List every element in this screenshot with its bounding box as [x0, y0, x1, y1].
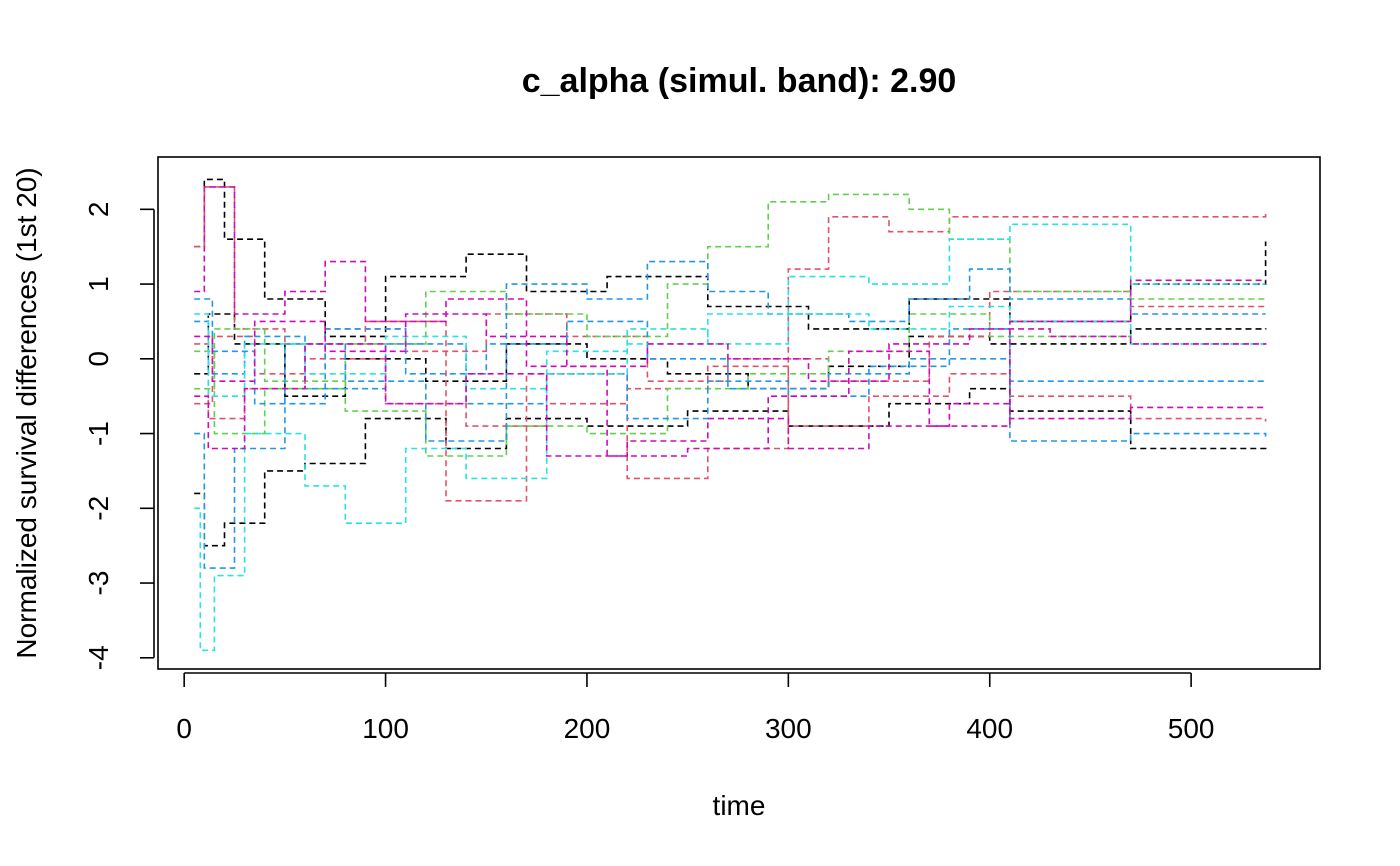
- series-line-9: [194, 260, 1266, 569]
- y-tick-label: -4: [83, 645, 114, 670]
- series-line-6: [194, 290, 1266, 405]
- x-axis-label: time: [713, 790, 766, 821]
- series-line-11: [194, 298, 1266, 405]
- series-line-10: [194, 320, 1267, 442]
- x-tick-label: 0: [176, 713, 192, 744]
- y-tick-label: 2: [83, 202, 114, 218]
- x-tick-label: 100: [362, 713, 409, 744]
- y-axis: -4 -3 -2 -1 0 1 2: [83, 202, 155, 670]
- y-tick-label: 0: [83, 351, 114, 367]
- series-line-1: [194, 178, 1267, 338]
- chart-title: c_alpha (simul. band): 2.90: [522, 62, 957, 100]
- y-tick-label: -3: [83, 571, 114, 596]
- y-axis-label: Normalized survival differences (1st 20): [11, 167, 42, 658]
- x-tick-label: 500: [1168, 713, 1215, 744]
- y-tick-label: -2: [83, 496, 114, 521]
- series-line-16: [194, 313, 1267, 382]
- series-line-3: [194, 313, 1267, 397]
- y-tick-label: -1: [83, 421, 114, 446]
- series-line-2: [194, 387, 1267, 547]
- x-tick-label: 400: [966, 713, 1013, 744]
- series-layer: [194, 178, 1267, 652]
- x-tick-label: 200: [564, 713, 611, 744]
- series-line-5: [194, 343, 1267, 427]
- series-line-13: [194, 305, 1266, 397]
- series-line-12: [194, 223, 1266, 652]
- x-tick-label: 300: [765, 713, 812, 744]
- series-line-8: [194, 313, 1267, 457]
- series-line-4: [194, 186, 1267, 502]
- y-tick-label: 1: [83, 276, 114, 292]
- x-axis: 0 100 200 300 400 500: [176, 672, 1215, 744]
- series-line-15: [194, 343, 1267, 457]
- plot-frame: [157, 156, 1321, 670]
- series-line-14: [194, 186, 1267, 457]
